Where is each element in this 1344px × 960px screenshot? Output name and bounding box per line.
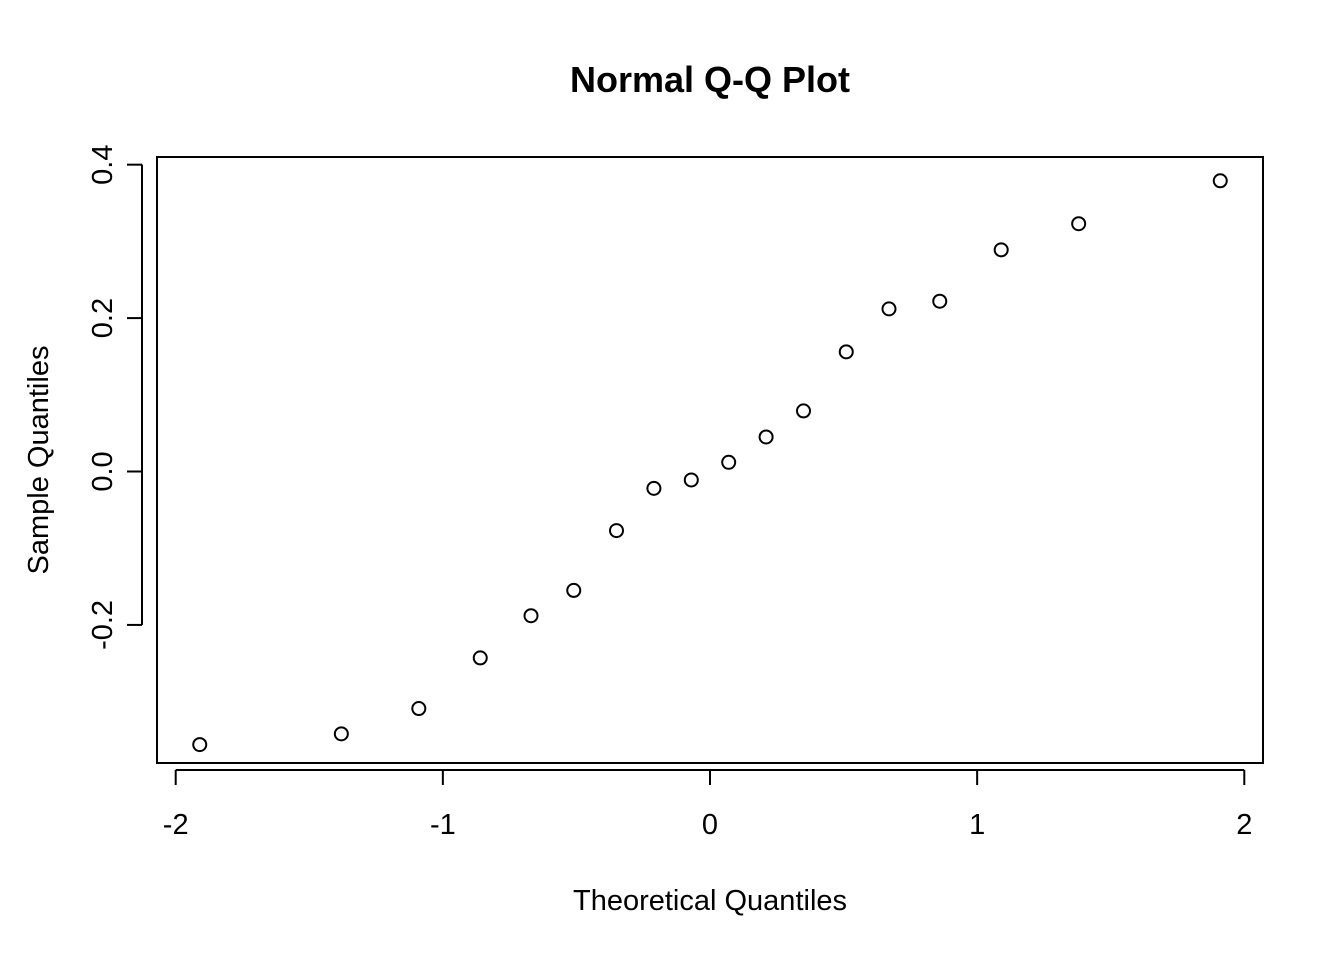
data-point [192, 737, 208, 753]
y-tick-label: 0.4 [87, 145, 119, 185]
data-point [1071, 216, 1087, 232]
x-tick-label: 1 [969, 809, 985, 841]
data-point [838, 344, 854, 360]
data-point [993, 242, 1009, 258]
x-tick-label: 0 [702, 809, 718, 841]
plot-area-border [156, 156, 1264, 764]
data-point [758, 429, 774, 445]
data-point [1212, 173, 1228, 189]
x-tick-label: 2 [1236, 809, 1252, 841]
data-point [472, 650, 488, 666]
data-point [333, 726, 349, 742]
x-tick-label: -2 [163, 809, 189, 841]
data-point [566, 582, 582, 598]
data-points [192, 173, 1228, 753]
x-axis-label: Theoretical Quantiles [573, 885, 847, 917]
data-point [608, 523, 624, 539]
x-tick-label: -1 [430, 809, 456, 841]
y-axis: -0.2 0.0 0.2 0.4 [87, 145, 143, 650]
data-point [796, 403, 812, 419]
data-point [523, 608, 539, 624]
data-point [932, 293, 948, 309]
y-tick-label: 0.2 [87, 298, 119, 338]
y-axis-label: Sample Quantiles [23, 346, 55, 575]
y-tick-label: 0.0 [87, 451, 119, 491]
y-tick-label: -0.2 [87, 600, 119, 650]
chart-title: Normal Q-Q Plot [570, 59, 850, 100]
data-point [881, 301, 897, 317]
data-point [411, 701, 427, 717]
x-axis: -2 -1 0 1 2 [163, 769, 1252, 841]
data-point [683, 472, 699, 488]
data-point [721, 454, 737, 470]
data-point [646, 480, 662, 496]
